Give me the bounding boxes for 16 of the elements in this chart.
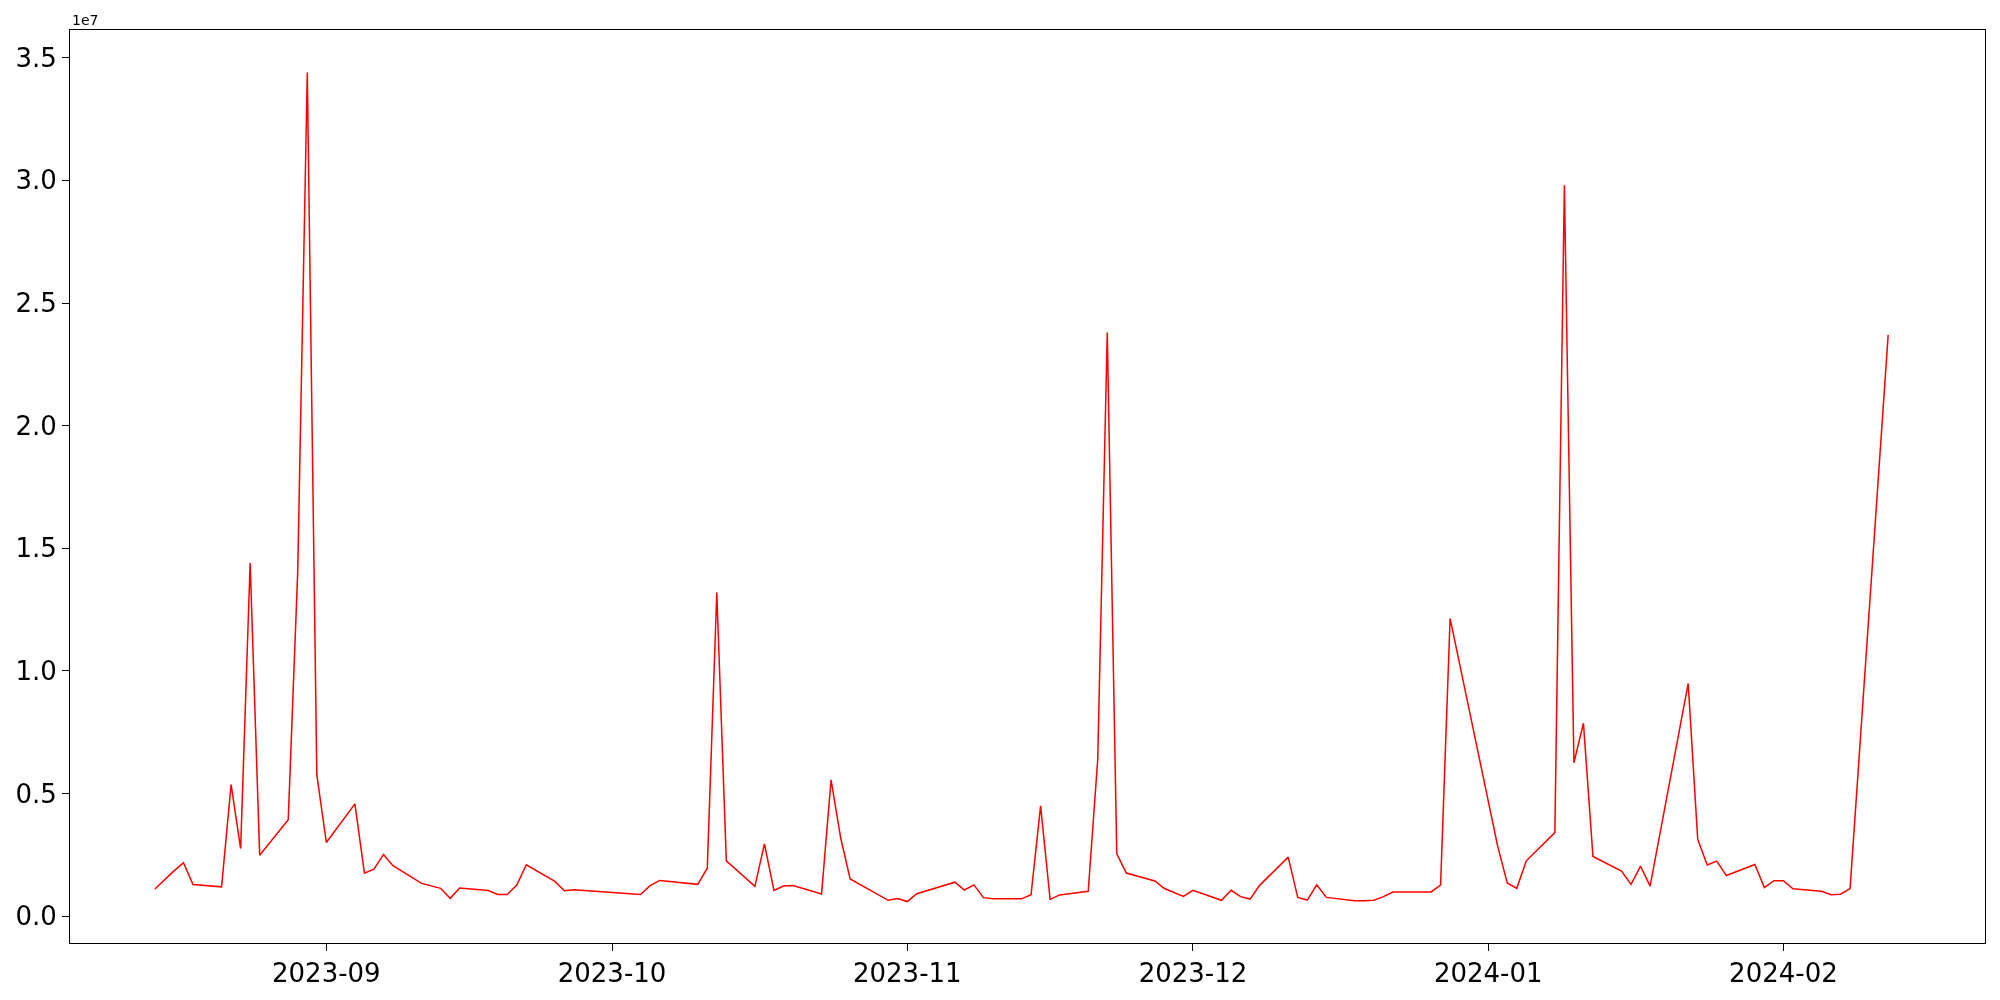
y-tick-label: 0.0 — [15, 901, 57, 932]
text: 1e7 — [72, 12, 99, 28]
x-tick-label: 2023-12 — [1138, 958, 1248, 989]
y-tick-label: 2.5 — [15, 288, 57, 319]
x-tick-label: 2024-02 — [1729, 958, 1838, 989]
y-tick-label: 1.5 — [15, 533, 57, 564]
x-tick-label: 2024-01 — [1433, 958, 1543, 989]
y-tick-label: 1.0 — [15, 656, 57, 687]
x-tick-label: 2023-10 — [557, 958, 667, 989]
y-tick-label: 3.0 — [15, 165, 57, 196]
line-series — [154, 71, 1889, 903]
x-tick-label: 2023-11 — [852, 958, 962, 989]
y-tick-label: 3.5 — [15, 42, 57, 73]
x-tick-label: 2023-09 — [272, 958, 381, 989]
y-tick-label: 0.5 — [15, 778, 57, 809]
y-tick-label: 2.0 — [15, 410, 57, 441]
